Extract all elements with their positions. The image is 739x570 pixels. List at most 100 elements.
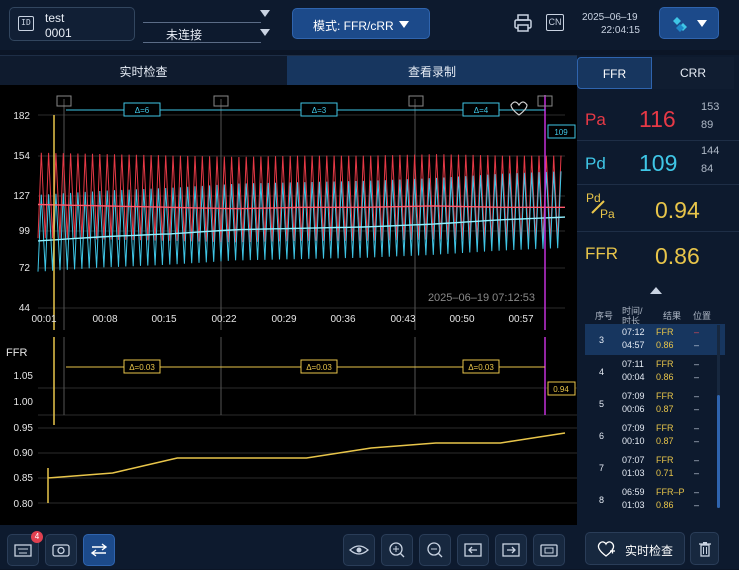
export-button[interactable] [533, 534, 565, 566]
language-button[interactable]: CN [546, 14, 564, 31]
list-header-position: 位置 [693, 311, 712, 321]
arrow-left-icon [464, 543, 482, 557]
pd-mean-line [37, 216, 566, 242]
live-check-label: 实时检查 [625, 544, 674, 558]
current-time: 22:04:15 [601, 25, 640, 36]
list-header-no: 序号 [595, 311, 614, 321]
list-item[interactable]: 6 07:09 00:10 FFR 0.87 – – [599, 423, 700, 446]
patient-selector[interactable]: ID test 0001 [9, 7, 135, 41]
y-tick: 0.85 [14, 473, 34, 484]
y-tick: 1.05 [14, 371, 34, 382]
list-header-result: 结果 [663, 311, 682, 321]
ffr-axis-label: FFR [6, 347, 27, 359]
tab-review[interactable]: 查看录制 [287, 56, 577, 86]
chevron-down-icon [399, 21, 409, 28]
zoom-out-button[interactable] [419, 534, 451, 566]
zoom-in-button[interactable] [381, 534, 413, 566]
metric-tabs: FFR CRR [577, 57, 739, 89]
x-tick: 00:01 [31, 314, 56, 325]
x-tick: 00:29 [271, 314, 296, 325]
ffr-cursor-value: 0.94 [553, 385, 569, 394]
app-logo-icon [673, 17, 687, 32]
pd-readout: Pd 109 144 84 [577, 141, 739, 185]
connection-status: 未连接 [166, 28, 203, 42]
zoom-out-icon [427, 542, 443, 558]
keyboard-icon [14, 544, 32, 557]
list-item[interactable]: 5 07:09 00:06 FFR 0.87 – – [599, 391, 700, 414]
delta-label: Δ=3 [312, 106, 327, 115]
list-header-duration: 时长 [622, 316, 641, 326]
list-item[interactable]: 4 07:11 00:04 FFR 0.86 – – [599, 359, 700, 382]
chevron-down-icon [260, 29, 270, 36]
tab-ffr[interactable]: FFR [577, 57, 652, 89]
y-tick: 0.95 [14, 423, 34, 434]
snapshot-button[interactable] [45, 534, 77, 566]
pd-waveform [37, 171, 562, 272]
pdpa-value: 0.94 [655, 197, 700, 223]
pa-diastolic: 89 [701, 119, 714, 131]
x-tick: 00:22 [211, 314, 236, 325]
mode-label: 模式: FFR/cRR [313, 19, 394, 33]
collapse-arrow-icon[interactable] [650, 287, 662, 294]
current-date: 2025–06–19 [582, 12, 638, 23]
printer-icon[interactable] [513, 13, 533, 33]
delta-label: Δ=0.03 [129, 363, 155, 372]
pa-systolic: 153 [701, 101, 720, 113]
heart-plus-icon [597, 541, 615, 557]
live-check-button[interactable]: 实时检查 [585, 532, 685, 565]
y-tick: 127 [13, 191, 30, 202]
visibility-button[interactable] [343, 534, 375, 566]
list-scrollbar[interactable] [717, 325, 720, 508]
fraction-slash-icon [591, 200, 605, 214]
x-tick: 00:43 [390, 314, 415, 325]
pd-value: 109 [639, 150, 678, 176]
jump-start-button[interactable] [457, 534, 489, 566]
pa-mean-line [37, 203, 565, 210]
ffr-readout: FFR 0.86 [577, 233, 739, 281]
pd-systolic: 144 [701, 145, 720, 157]
bottom-toolbar [0, 525, 577, 569]
pdpa-label-top: Pd [586, 191, 601, 205]
list-item[interactable]: 8 06:59 01:03 FFR–P 0.86 – – [599, 487, 700, 510]
camera-icon [52, 544, 70, 557]
patient-name: test [45, 11, 65, 25]
waveform-plot[interactable]: 182 154 127 99 72 44 00:01 00:08 00:15 0… [0, 85, 585, 525]
list-item[interactable]: 3 07:12 04:57 FFR 0.86 – – [585, 324, 725, 355]
export-icon [540, 544, 558, 557]
mode-dropdown[interactable]: 模式: FFR/cRR [292, 8, 430, 39]
app-menu-button[interactable] [659, 7, 719, 39]
pd-diastolic: 84 [701, 163, 714, 175]
pdpa-label-bottom: Pa [600, 207, 615, 221]
ffr-label: FFR [585, 244, 619, 263]
recording-timestamp: 2025–06–19 07:12:53 [428, 292, 535, 304]
results-panel: FFR CRR Pa 116 153 89 Pd 109 144 84 Pd P… [577, 55, 739, 569]
list-item[interactable]: 7 07:07 01:03 FFR 0.71 – – [599, 455, 700, 478]
heart-icon [510, 101, 528, 116]
tab-crr[interactable]: CRR [652, 57, 734, 89]
pd-cursor-value: 109 [554, 128, 568, 137]
patient-id: 0001 [45, 26, 72, 40]
y-tick: 99 [19, 226, 31, 237]
y-tick: 0.80 [14, 499, 34, 510]
delta-label: Δ=4 [474, 106, 489, 115]
jump-end-button[interactable] [495, 534, 527, 566]
x-tick: 00:50 [449, 314, 474, 325]
top-bar: ID test 0001 未连接 模式: FFR/cRR CN 2025–06–… [0, 0, 739, 50]
swap-arrows-icon [90, 543, 108, 557]
swap-button[interactable] [83, 534, 115, 566]
ffr-value: 0.86 [655, 243, 700, 269]
tab-live[interactable]: 实时检查 [0, 56, 287, 86]
pa-readout: Pa 116 153 89 [577, 97, 739, 141]
delete-button[interactable] [690, 532, 719, 565]
pa-value: 116 [639, 106, 676, 132]
delta-label: Δ=6 [135, 106, 150, 115]
list-header-time: 时间/ [622, 306, 643, 316]
y-tick: 72 [19, 263, 31, 274]
x-tick: 00:36 [330, 314, 355, 325]
x-tick: 00:57 [508, 314, 533, 325]
zoom-in-icon [389, 542, 405, 558]
y-tick: 0.90 [14, 448, 34, 459]
eye-icon [349, 545, 369, 555]
connection-dropdown[interactable]: 未连接 [143, 7, 273, 43]
waveform-panel: 实时检查 查看录制 [0, 55, 585, 569]
